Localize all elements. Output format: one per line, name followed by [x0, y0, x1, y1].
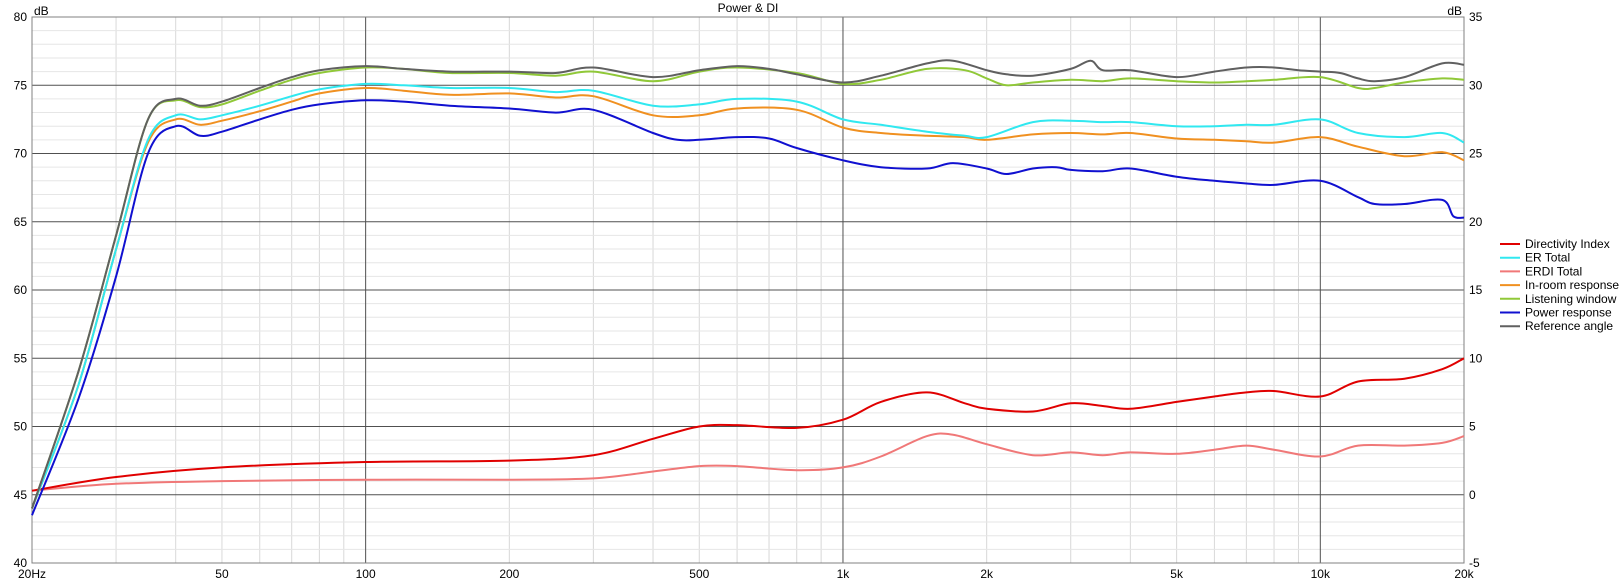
legend-label-erdi-total: ERDI Total	[1525, 264, 1582, 278]
x-tick-label: 2k	[980, 567, 994, 581]
y-axis-left-unit: dB	[34, 4, 49, 18]
legend-label-power-response: Power response	[1525, 306, 1612, 320]
legend-label-in-room-response: In-room response	[1525, 278, 1619, 292]
y-left-tick-label: 60	[14, 283, 28, 297]
series-line-er-total	[31, 82, 1465, 509]
y-left-tick-label: 80	[14, 10, 28, 24]
y-left-tick-label: 50	[14, 420, 28, 434]
legend-label-listening-window: Listening window	[1525, 292, 1617, 306]
series-lines	[31, 59, 1465, 516]
series-line-erdi-total	[31, 432, 1465, 492]
x-tick-label: 20Hz	[18, 567, 46, 581]
x-tick-label: 50	[215, 567, 229, 581]
y-left-tick-label: 40	[14, 556, 28, 570]
series-line-in-room-response	[31, 86, 1465, 509]
x-tick-label: 10k	[1311, 567, 1331, 581]
y-right-tick-label: 25	[1469, 147, 1483, 161]
series-line-listening-window	[31, 66, 1465, 509]
y-right-tick-label: 30	[1469, 78, 1483, 92]
x-tick-label: 100	[356, 567, 376, 581]
y-left-tick-label: 65	[14, 215, 28, 229]
x-tick-label: 20k	[1454, 567, 1474, 581]
legend-label-directivity-index: Directivity Index	[1525, 237, 1610, 251]
series-line-reference-angle	[31, 59, 1465, 509]
y-left-tick-label: 70	[14, 147, 28, 161]
x-tick-label: 500	[689, 567, 709, 581]
legend-label-er-total: ER Total	[1525, 251, 1570, 265]
x-tick-label: 5k	[1170, 567, 1184, 581]
y-axis-right-unit: dB	[1447, 4, 1462, 18]
y-right-tick-label: 35	[1469, 10, 1483, 24]
x-tick-label: 1k	[837, 567, 851, 581]
y-left-tick-label: 55	[14, 351, 28, 365]
y-left-tick-label: 45	[14, 488, 28, 502]
x-tick-label: 200	[499, 567, 519, 581]
y-right-tick-label: 0	[1469, 488, 1476, 502]
y-right-tick-label: 10	[1469, 351, 1483, 365]
y-right-tick-label: 5	[1469, 420, 1476, 434]
series-line-directivity-index	[31, 357, 1465, 492]
axis-tick-labels: 20Hz 50 100 200 500 1k 2k 5k 10k 20k4045505560657…	[14, 10, 1483, 581]
y-right-tick-label: -5	[1469, 556, 1480, 570]
legend-label-reference-angle: Reference angle	[1525, 319, 1613, 333]
chart-title: Power & DI	[718, 1, 779, 15]
plot-frame	[31, 16, 1465, 564]
y-right-tick-label: 15	[1469, 283, 1483, 297]
y-left-tick-label: 75	[14, 78, 28, 92]
series-line-power-response	[31, 99, 1465, 516]
y-right-tick-label: 20	[1469, 215, 1483, 229]
major-gridlines	[32, 17, 1464, 563]
